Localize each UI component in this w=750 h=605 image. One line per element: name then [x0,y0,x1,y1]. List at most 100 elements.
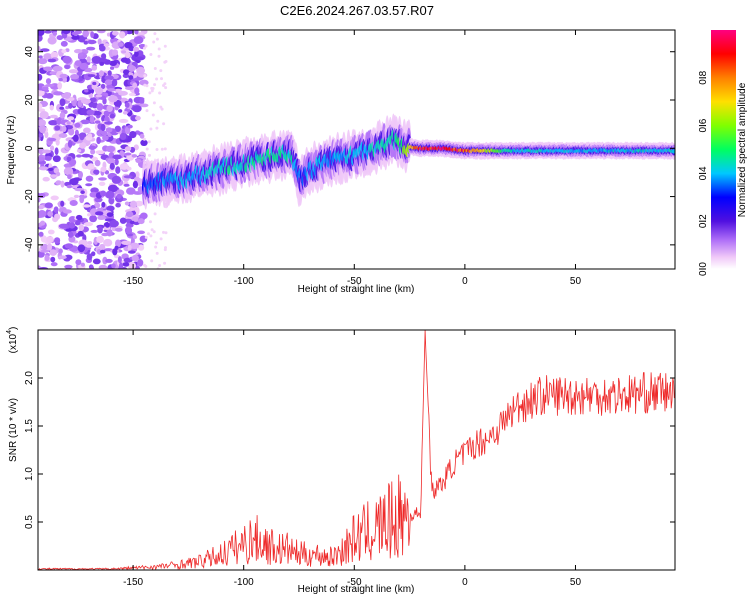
snr-x-axis: -150 -100 -50 0 50 [123,330,581,588]
noise-blob [43,66,53,72]
noise-blob [38,119,46,127]
noise-blob [59,112,66,119]
spectrogram-image [38,30,675,269]
noise-blob [100,166,107,173]
noise-blob [44,30,52,34]
noise-blob [122,262,130,267]
snr-x-label: Height of straight line (km) [298,584,415,595]
noise-blob [38,192,41,197]
noise-blob [124,226,133,235]
spectrogram-frame [37,29,676,270]
noise-blob [133,176,141,183]
noise-blob [155,148,159,151]
noise-blob [38,90,45,97]
noise-blob [163,147,167,151]
noise-blob [45,93,54,99]
noise-blob [59,98,66,107]
noise-blob [44,155,52,161]
noise-blob [80,119,90,125]
noise-blob [126,166,132,171]
noise-blob [104,121,113,125]
noise-blob [111,78,118,87]
noise-blob [98,177,107,181]
noise-blob [47,211,54,217]
noise-blob [44,89,49,93]
noise-blob [78,224,85,231]
noise-blob [140,139,148,146]
noise-blob [76,149,82,153]
noise-blob [66,184,73,189]
noise-blob [86,46,96,51]
noise-blob [67,174,72,180]
noise-blob [155,77,159,81]
noise-blob [114,125,121,132]
noise-blob [139,79,149,86]
noise-blob [105,222,110,228]
noise-blob [117,95,122,100]
noise-blob [158,91,162,95]
snr-background [38,330,675,570]
noise-blob [159,237,163,241]
noise-blob [124,86,134,90]
noise-blob [40,220,46,226]
x-tick-label: -100 [234,577,254,588]
noise-blob [150,259,154,263]
noise-blob [111,175,122,184]
noise-blob [133,77,142,81]
noise-blob [38,156,45,162]
noise-blob [76,214,83,221]
noise-blob [118,262,124,269]
x-tick-label: -150 [123,577,143,588]
noise-blob [115,166,121,174]
figure-title: C2E6.2024.267.03.57.R07 [280,3,434,18]
noise-blob [105,145,116,153]
noise-blob [104,75,114,81]
noise-blob [162,84,165,87]
noise-blob [93,169,100,175]
noise-blob [124,42,133,49]
noise-blob [45,78,52,85]
noise-blob [135,115,141,121]
x-tick-label: 0 [462,577,468,588]
noise-blob [86,56,91,63]
noise-blob [105,127,113,133]
noise-blob [84,89,89,93]
noise-blob [111,263,116,269]
noise-blob [77,230,84,237]
colorbar-tick-label: 0.6 [698,118,709,132]
noise-blob [128,64,135,73]
noise-blob [97,226,103,234]
noise-blob [110,66,115,70]
noise-blob [163,44,167,48]
noise-blob [41,86,49,91]
noise-blob [158,264,162,267]
noise-blob [108,95,118,103]
noise-blob [49,104,54,111]
y-tick-label: 40 [24,46,35,58]
noise-blob [64,65,70,69]
noise-blob [94,202,101,209]
noise-blob [74,220,81,226]
noise-blob [38,197,41,203]
noise-blob [69,200,78,206]
noise-blob [105,258,113,263]
noise-blob [63,167,74,176]
noise-blob [149,127,153,131]
y-tick-label: 1.5 [24,419,35,433]
noise-blob [86,253,93,261]
noise-blob [97,30,106,34]
noise-blob [128,75,134,80]
noise-blob [85,244,93,248]
noise-blob [68,222,76,229]
noise-blob [58,223,69,229]
noise-blob [127,261,137,269]
noise-blob [117,42,124,47]
noise-blob [95,150,105,155]
noise-blob [103,110,110,117]
noise-blob [60,119,68,123]
noise-blob [145,109,149,113]
noise-blob [130,200,137,208]
noise-blob [129,131,137,139]
noise-blob [135,158,142,163]
